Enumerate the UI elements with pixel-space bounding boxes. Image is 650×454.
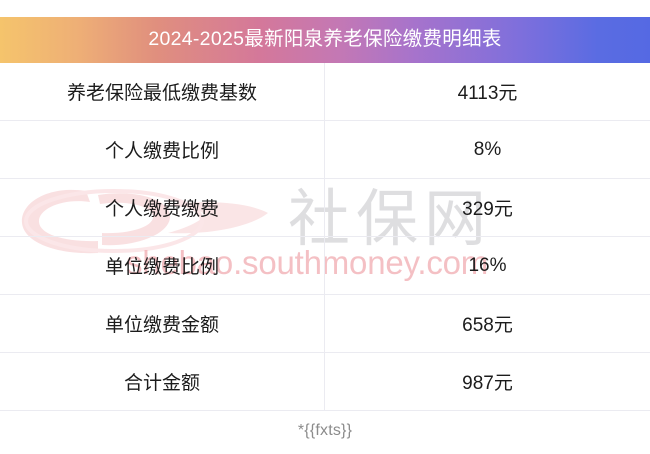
row-value: 658元	[462, 315, 513, 336]
row-label: 合计金额	[0, 353, 325, 410]
row-label: 养老保险最低缴费基数	[0, 63, 325, 120]
row-label: 个人缴费比例	[0, 121, 325, 178]
row-value: 4113元	[457, 83, 518, 104]
row-label: 单位缴费金额	[0, 295, 325, 352]
row-label: 个人缴费缴费	[0, 179, 325, 236]
table-row: 单位缴费比例 16%	[0, 237, 650, 295]
table-row: 合计金额 987元	[0, 353, 650, 411]
table-row: 个人缴费比例 8%	[0, 121, 650, 179]
row-value: 8%	[473, 138, 502, 160]
table-row: 养老保险最低缴费基数 4113元	[0, 63, 650, 121]
page-title: 2024-2025最新阳泉养老保险缴费明细表	[148, 28, 502, 51]
page-title-bar: 2024-2025最新阳泉养老保险缴费明细表	[0, 17, 650, 63]
premium-detail-table: 养老保险最低缴费基数 4113元 个人缴费比例 8% 个人缴费缴费 329元 单…	[0, 63, 650, 411]
row-value: 16%	[468, 254, 507, 276]
table-row: 个人缴费缴费 329元	[0, 179, 650, 237]
row-label: 单位缴费比例	[0, 237, 325, 294]
table-row: 单位缴费金额 658元	[0, 295, 650, 353]
row-value: 987元	[462, 373, 513, 394]
footer-note: *{{fxts}}	[297, 422, 353, 439]
row-value: 329元	[462, 199, 513, 220]
